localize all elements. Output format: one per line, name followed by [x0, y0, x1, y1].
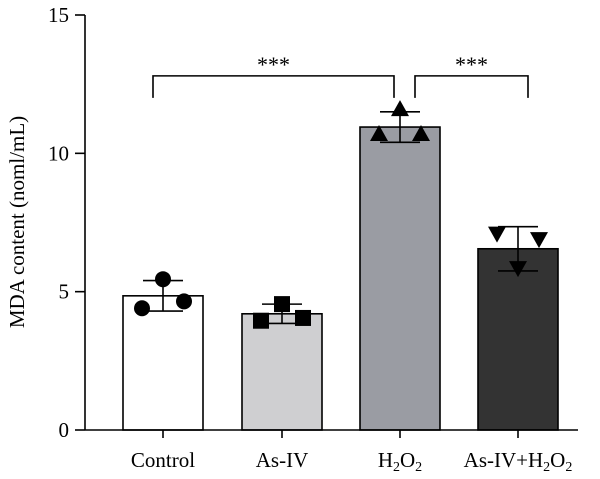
- bar-As-IV: [241, 312, 323, 431]
- y-tick-label: 5: [59, 280, 70, 304]
- data-point: [370, 124, 388, 141]
- x-tick-label: As-IV: [256, 448, 309, 472]
- data-point: [412, 124, 430, 141]
- x-tick-label: H2O2: [378, 448, 422, 475]
- data-point: [134, 300, 150, 317]
- x-axis: Control As-IV H2O2 As-IV+H2O2: [85, 429, 578, 475]
- data-points: [134, 100, 548, 329]
- data-point: [176, 293, 192, 310]
- bar-As-IV+H2O2: [477, 247, 559, 431]
- bars: [122, 126, 559, 431]
- y-axis: 0 5 10 15: [48, 3, 86, 442]
- data-point: [253, 312, 269, 329]
- significance-bracket: ***: [152, 52, 395, 98]
- significance-label: ***: [455, 52, 488, 77]
- data-point: [488, 226, 506, 243]
- y-tick-label: 10: [48, 141, 69, 165]
- data-point: [509, 261, 527, 278]
- significance-brackets: *** ***: [152, 52, 529, 98]
- bar-H2O2: [359, 126, 441, 431]
- data-point: [274, 296, 290, 313]
- data-point: [530, 232, 548, 249]
- bar-Control: [122, 295, 204, 431]
- bracket-line: [414, 75, 529, 98]
- data-point: [155, 271, 171, 288]
- x-tick-label: As-IV+H2O2: [464, 448, 573, 475]
- bracket-line: [152, 75, 395, 98]
- y-axis-title: MDA content (noml/mL): [5, 116, 29, 328]
- data-point: [295, 309, 311, 326]
- x-tick-label: Control: [131, 448, 195, 472]
- significance-label: ***: [257, 52, 290, 77]
- significance-bracket: ***: [414, 52, 529, 98]
- y-tick-label: 15: [48, 3, 69, 27]
- y-tick-label: 0: [59, 418, 70, 442]
- data-point: [391, 100, 409, 117]
